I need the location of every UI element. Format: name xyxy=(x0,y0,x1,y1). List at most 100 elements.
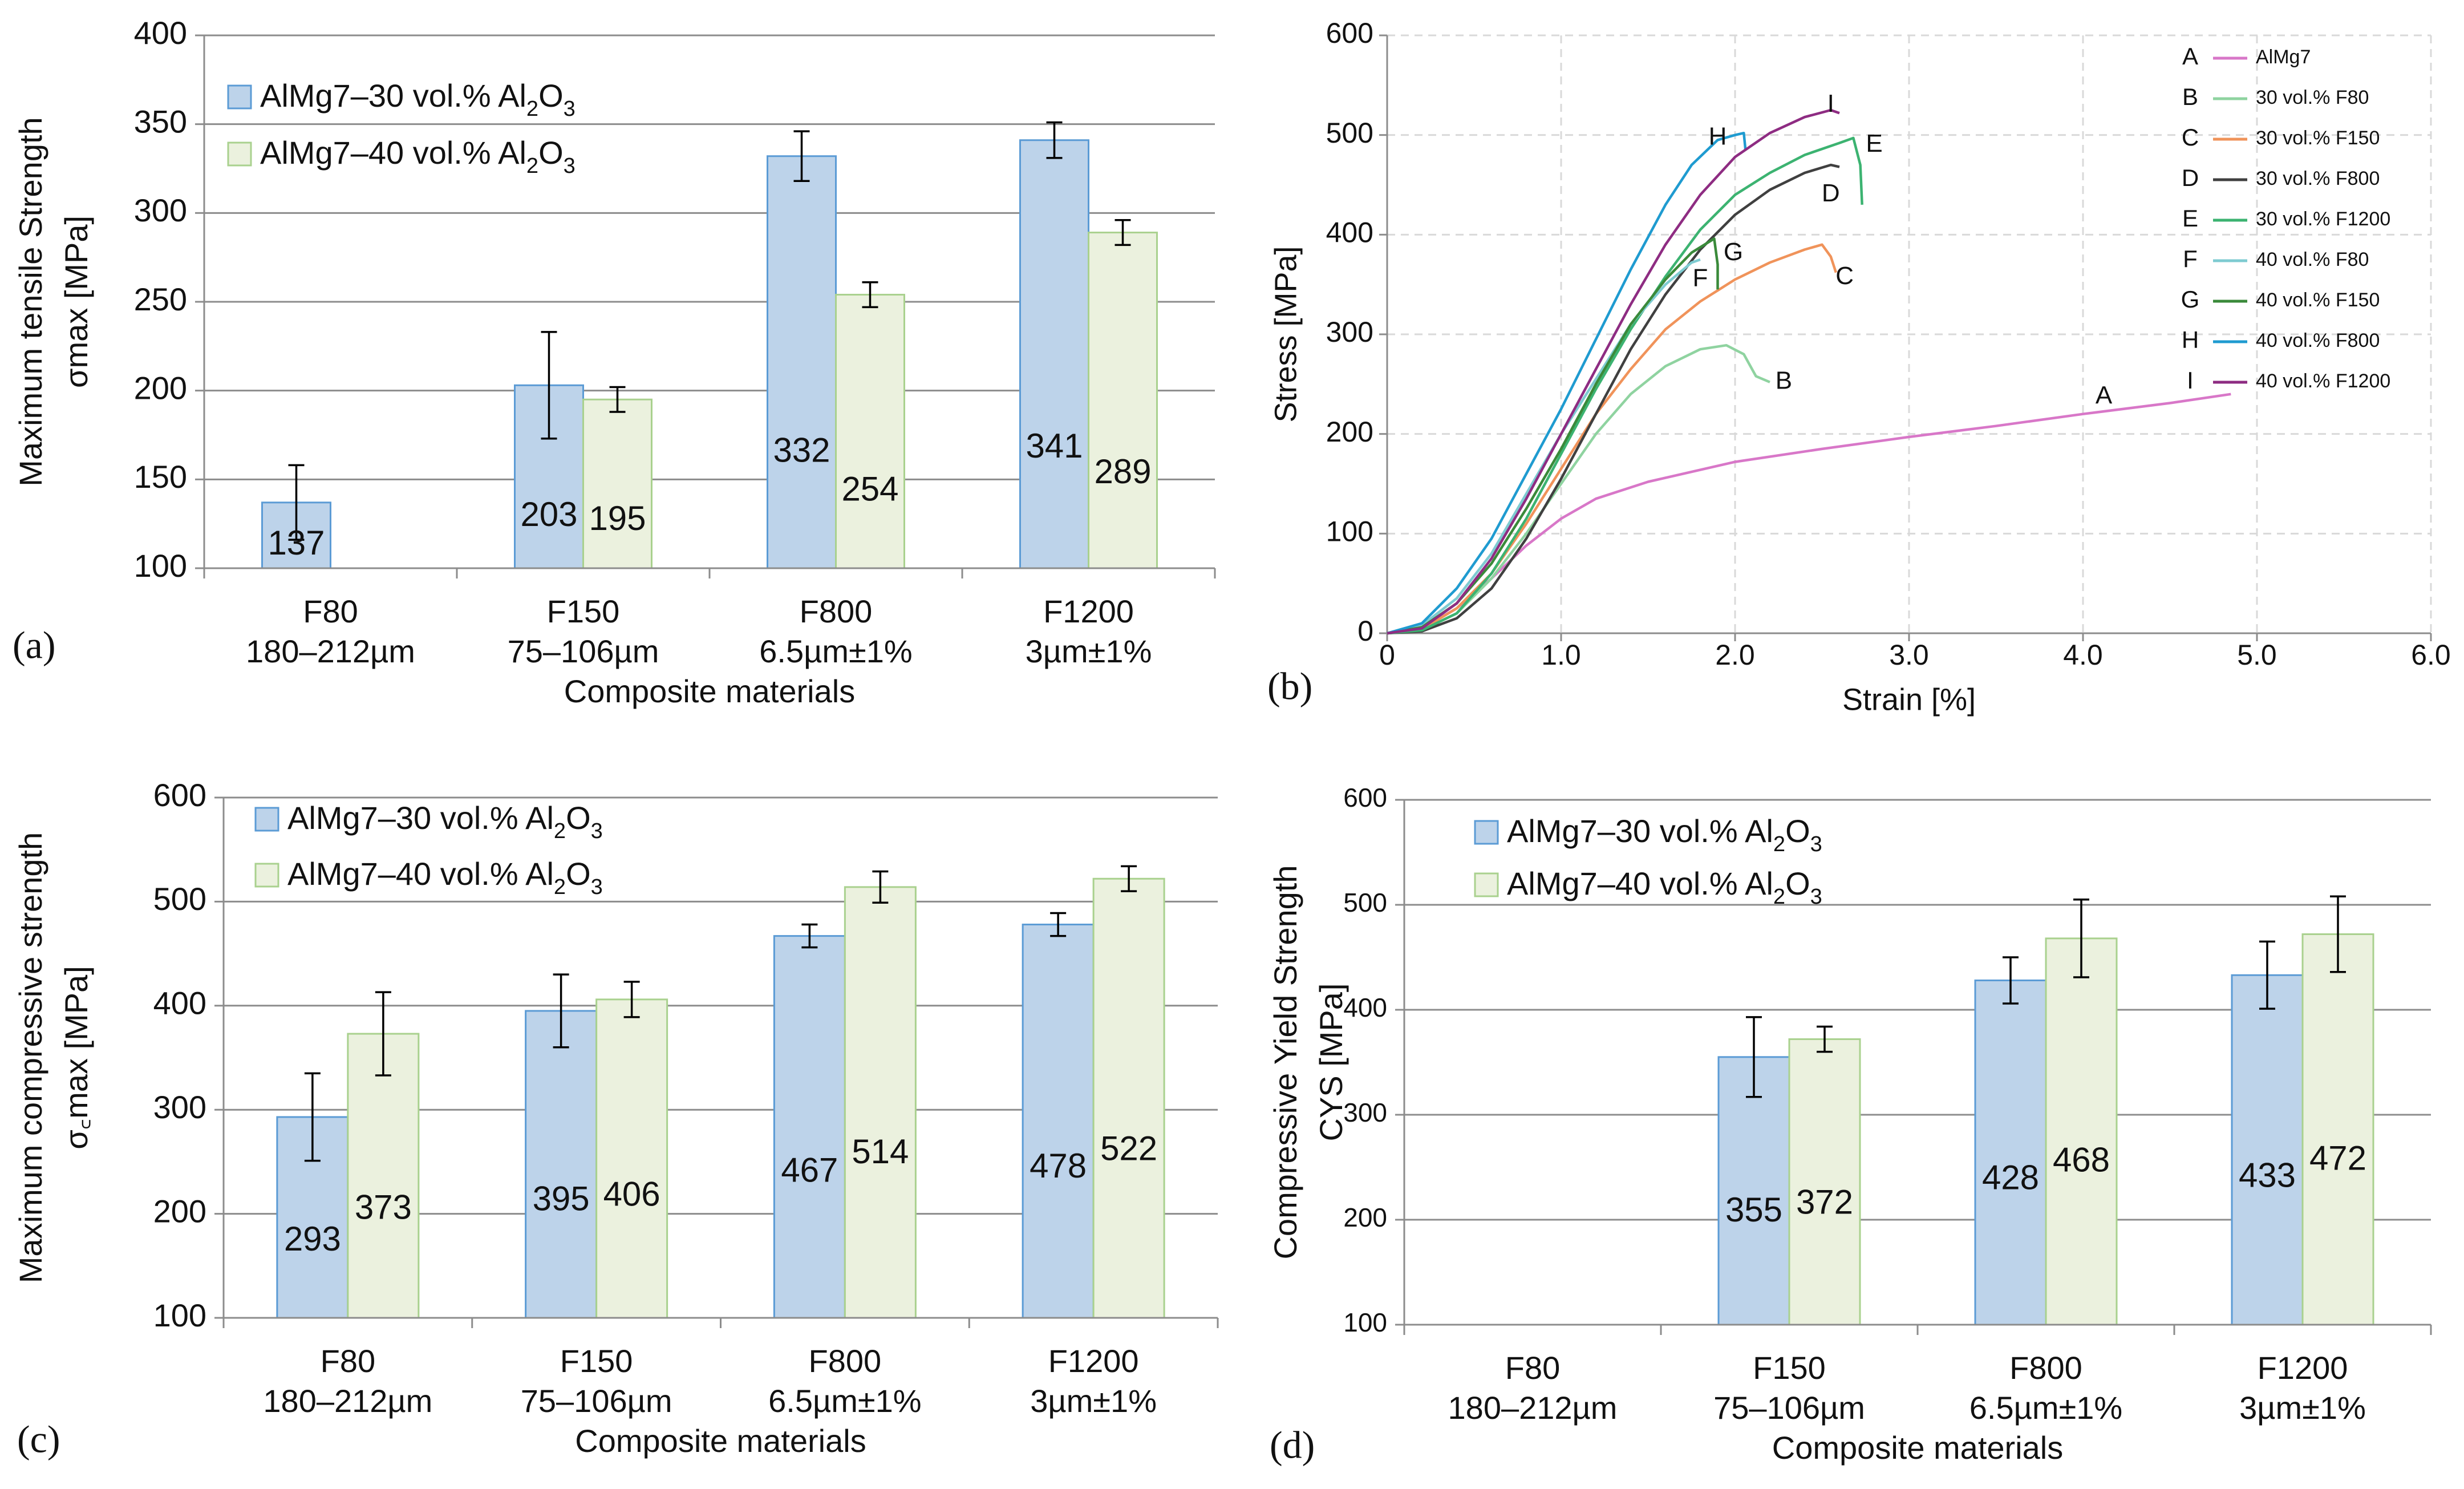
category-label: F800 xyxy=(809,1343,882,1379)
panel-label: (d) xyxy=(1270,1423,1315,1467)
data-label: 395 xyxy=(533,1179,590,1217)
y-tick-label: 200 xyxy=(153,1193,206,1229)
legend-label: AlMg7–30 vol.% Al2O3 xyxy=(1507,813,1822,856)
data-label: 467 xyxy=(781,1151,838,1189)
bar xyxy=(1022,924,1095,1319)
y-tick-label: 250 xyxy=(134,281,187,317)
bar-chart-c: 100 200 300 400 500 600 293 395 467 478 373 406 514 5… xyxy=(13,777,1219,1461)
bar xyxy=(2045,937,2118,1326)
legend-swatch xyxy=(254,807,279,832)
y-tick-label: 200 xyxy=(1326,416,1373,448)
data-label: 428 xyxy=(1982,1158,2039,1196)
bar xyxy=(767,155,837,569)
x-tick-label: 6.0 xyxy=(2411,639,2451,671)
y-tick-label: 0 xyxy=(1357,615,1373,647)
data-label: 468 xyxy=(2053,1140,2110,1179)
bar xyxy=(1974,979,2047,1326)
x-tick-label: 0 xyxy=(1379,639,1395,671)
data-label: 433 xyxy=(2239,1156,2296,1195)
x-tick-label: 3.0 xyxy=(1889,639,1929,671)
y-axis-label: Maximum tensile Strength xyxy=(13,117,48,486)
category-label: F150 xyxy=(547,593,620,629)
data-label: 332 xyxy=(773,431,830,470)
bar xyxy=(844,886,917,1319)
category-size-label: 75–106µm xyxy=(508,633,659,669)
data-label: 478 xyxy=(1030,1147,1087,1185)
y-tick-label: 400 xyxy=(1326,217,1373,249)
curve-label: D xyxy=(1822,179,1840,207)
category-label: F150 xyxy=(1753,1350,1826,1386)
category-label: F80 xyxy=(1505,1350,1561,1386)
category-label: F150 xyxy=(560,1343,633,1379)
curve-label: A xyxy=(2096,382,2113,410)
category-label: F1200 xyxy=(2258,1350,2348,1386)
category-label: F80 xyxy=(321,1343,376,1379)
data-label: 355 xyxy=(1725,1191,1782,1229)
legend-letter: B xyxy=(2182,83,2198,110)
legend-letter: D xyxy=(2182,164,2199,191)
data-label: 293 xyxy=(284,1220,341,1258)
y-axis-label-units: σ꜀max [MPa] xyxy=(58,966,94,1150)
y-axis-label: Compressive Yield Strength xyxy=(1267,865,1303,1259)
data-label: 341 xyxy=(1026,427,1083,465)
legend-letter: G xyxy=(2181,286,2200,313)
y-tick-label: 500 xyxy=(1343,888,1387,917)
y-tick-label: 400 xyxy=(1343,993,1387,1022)
y-tick-label: 150 xyxy=(134,459,187,495)
panel-label: (a) xyxy=(13,624,55,667)
bar xyxy=(347,1033,420,1319)
data-label: 406 xyxy=(603,1175,660,1213)
y-tick-label: 100 xyxy=(1343,1308,1387,1337)
legend-swatch xyxy=(1474,820,1499,845)
legend-swatch xyxy=(227,141,252,167)
panel-label: (c) xyxy=(17,1418,60,1461)
y-tick-label: 400 xyxy=(153,985,206,1021)
x-axis-label: Composite materials xyxy=(1772,1430,2063,1466)
legend-swatch xyxy=(254,863,279,888)
category-size-label: 6.5µm±1% xyxy=(768,1383,921,1419)
line-chart-b: 0 1.0 2.0 3.0 4.0 5.0 6.0 0 100 200 300 400 500 600 St… xyxy=(1267,17,2451,717)
bar xyxy=(525,1010,598,1319)
data-label: 514 xyxy=(852,1132,909,1171)
panel-label: (b) xyxy=(1267,665,1312,708)
legend-label: 40 vol.% F1200 xyxy=(2256,370,2390,392)
legend-letter: A xyxy=(2182,43,2198,70)
series-line xyxy=(1387,131,1747,635)
y-tick-label: 200 xyxy=(134,370,187,406)
legend-swatch xyxy=(227,84,252,110)
bar xyxy=(1088,232,1158,569)
data-label: 195 xyxy=(589,499,646,537)
data-label: 472 xyxy=(2309,1139,2366,1177)
category-size-label: 3µm±1% xyxy=(1030,1383,1157,1419)
category-label: F80 xyxy=(303,593,358,629)
bar xyxy=(2301,933,2374,1326)
series-line xyxy=(1387,163,1840,635)
category-size-label: 180–212µm xyxy=(263,1383,432,1419)
bar xyxy=(595,998,668,1319)
y-tick-label: 500 xyxy=(153,881,206,917)
x-tick-label: 1.0 xyxy=(1541,639,1581,671)
bar-chart-a: 100 150 200 250 300 350 400 137 203 332 341 195 254 2… xyxy=(13,15,1216,709)
y-tick-label: 100 xyxy=(1326,516,1373,548)
legend-label: AlMg7–30 vol.% Al2O3 xyxy=(260,78,576,121)
y-tick-label: 400 xyxy=(134,15,187,51)
data-label: 203 xyxy=(520,495,577,533)
bar xyxy=(1019,139,1089,569)
y-axis-label-units: σmax [MPa] xyxy=(58,216,94,388)
series-line xyxy=(1387,136,1863,635)
y-tick-label: 300 xyxy=(1343,1098,1387,1127)
legend-label: 30 vol.% F1200 xyxy=(2256,208,2390,230)
legend-letter: H xyxy=(2182,326,2199,353)
series-line xyxy=(1387,108,1840,635)
data-label: 372 xyxy=(1796,1183,1853,1221)
legend-label: 30 vol.% F80 xyxy=(2256,87,2369,108)
y-axis-label-units: CYS [MPa] xyxy=(1313,984,1349,1142)
bar xyxy=(835,294,905,569)
legend-letter: C xyxy=(2182,124,2199,151)
y-tick-label: 500 xyxy=(1326,117,1373,149)
y-tick-label: 600 xyxy=(1326,17,1373,49)
x-tick-label: 5.0 xyxy=(2237,639,2277,671)
legend-label: 40 vol.% F80 xyxy=(2256,249,2369,270)
curve-label: E xyxy=(1866,130,1882,157)
